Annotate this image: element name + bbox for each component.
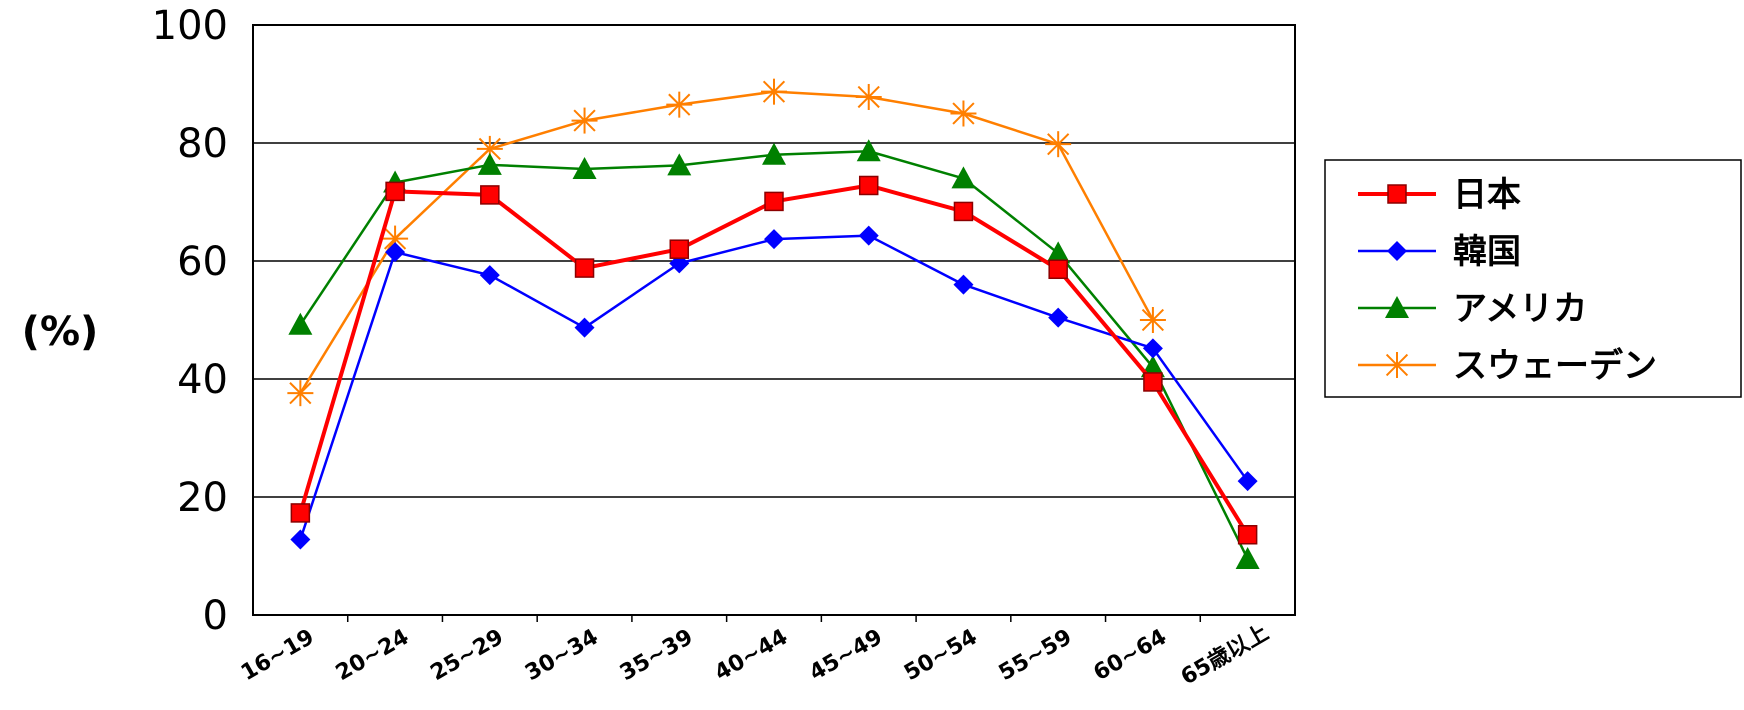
data-point — [764, 191, 784, 212]
data-point — [858, 175, 879, 196]
data-point — [667, 153, 692, 176]
data-point — [1142, 338, 1163, 359]
y-tick-label: 0 — [203, 593, 228, 639]
data-point — [858, 225, 879, 246]
x-tick-label: 55~59 — [995, 625, 1076, 686]
data-point — [1387, 241, 1407, 261]
data-point — [1046, 241, 1071, 264]
x-tick-label: 65歳以上 — [1177, 620, 1273, 690]
x-tick-label: 60~64 — [1090, 625, 1171, 686]
data-point — [1384, 352, 1410, 378]
legend-label: 日本 — [1453, 175, 1521, 215]
legend-label: 韓国 — [1453, 232, 1521, 272]
data-point — [1385, 296, 1409, 318]
data-point — [950, 100, 977, 127]
x-tick-label: 16~19 — [237, 625, 318, 686]
x-tick-label: 40~44 — [711, 625, 792, 686]
legend-label: アメリカ — [1453, 289, 1587, 329]
y-tick-label: 60 — [177, 239, 228, 285]
series-4 — [287, 78, 1166, 407]
x-tick-label: 30~34 — [521, 625, 602, 686]
series-3 — [288, 139, 1260, 569]
data-point — [574, 258, 595, 278]
data-point — [287, 380, 314, 407]
data-point — [1237, 471, 1258, 492]
data-point — [855, 83, 882, 110]
data-point — [477, 152, 502, 175]
series-2 — [290, 225, 1258, 550]
data-point — [669, 253, 690, 274]
legend-label: スウェーデン — [1453, 346, 1657, 386]
x-tick-label: 25~29 — [426, 625, 507, 686]
y-tick-label: 100 — [152, 3, 228, 49]
data-point — [1139, 307, 1166, 333]
x-tick-label: 20~24 — [332, 625, 413, 686]
data-point — [290, 503, 311, 523]
series-line — [299, 150, 1249, 560]
data-point — [666, 91, 693, 118]
data-point — [856, 139, 881, 162]
y-tick-label: 20 — [177, 475, 228, 521]
data-point — [1048, 307, 1069, 328]
data-point — [953, 201, 974, 222]
data-point — [1048, 259, 1068, 280]
y-tick-label: 40 — [177, 357, 228, 403]
y-axis: 0 20 40 60 80 100 — [152, 3, 228, 639]
data-point — [385, 181, 405, 202]
data-point — [1387, 184, 1407, 204]
data-point — [572, 156, 597, 179]
y-axis-label: (%) — [22, 309, 99, 355]
data-point — [951, 166, 976, 189]
data-point — [1235, 546, 1260, 569]
data-point — [764, 229, 784, 250]
data-point — [1237, 525, 1258, 545]
x-tick-label: 50~54 — [900, 625, 981, 686]
data-point — [1143, 372, 1163, 392]
x-tick-label: 35~39 — [616, 625, 697, 686]
series-group — [287, 78, 1260, 569]
data-point — [574, 317, 595, 338]
data-point — [762, 142, 786, 165]
series-1 — [290, 175, 1258, 545]
data-point — [290, 529, 311, 550]
series-line — [299, 90, 1155, 394]
x-axis: 16~19 20~24 25~29 30~34 35~39 40~44 45~49 50~54… — [237, 615, 1273, 690]
data-point — [953, 274, 974, 295]
data-point — [761, 78, 787, 105]
y-tick-label: 80 — [177, 121, 228, 167]
data-point — [288, 312, 313, 335]
data-point — [480, 185, 500, 205]
data-point — [1045, 131, 1072, 158]
x-tick-label: 45~49 — [805, 625, 886, 686]
data-point — [1140, 355, 1165, 378]
data-point — [385, 242, 406, 263]
data-point — [571, 107, 598, 134]
data-point — [669, 239, 690, 259]
plot-area — [252, 24, 1296, 616]
series-line — [299, 234, 1249, 540]
data-point — [479, 265, 500, 286]
